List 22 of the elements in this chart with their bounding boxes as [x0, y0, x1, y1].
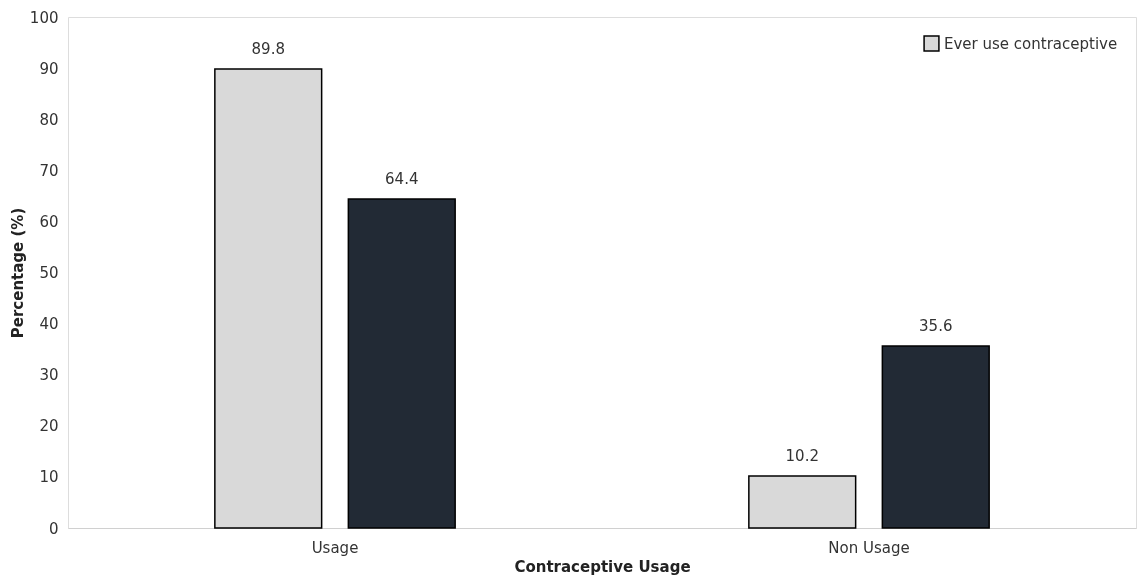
bar: [881, 345, 990, 529]
y-axis-title: Percentage (%): [8, 207, 27, 339]
y-tick-label: 60: [39, 212, 59, 231]
y-tick-label: 90: [39, 59, 59, 78]
y-tick-label: 0: [48, 519, 59, 538]
x-tick-label: Non Usage: [828, 538, 910, 557]
y-tick-label: 40: [39, 315, 59, 334]
data-label: 35.6: [919, 317, 953, 336]
y-tick-label: 80: [39, 110, 59, 129]
y-tick-label: 10: [39, 468, 59, 487]
y-tick-label: 30: [39, 366, 59, 385]
data-label: 89.8: [251, 40, 285, 59]
y-tick-label: 100: [29, 8, 59, 27]
data-label: 64.4: [385, 169, 419, 188]
data-label: 10.2: [785, 446, 819, 465]
y-tick-label: 20: [39, 417, 59, 436]
x-tick-label: Usage: [311, 538, 359, 557]
y-tick-label: 70: [39, 161, 59, 180]
x-axis-title: Contraceptive Usage: [514, 557, 691, 576]
y-tick-label: 50: [39, 264, 59, 282]
bar: [347, 198, 456, 529]
legend-label: Ever use contraceptive: [944, 34, 1118, 53]
